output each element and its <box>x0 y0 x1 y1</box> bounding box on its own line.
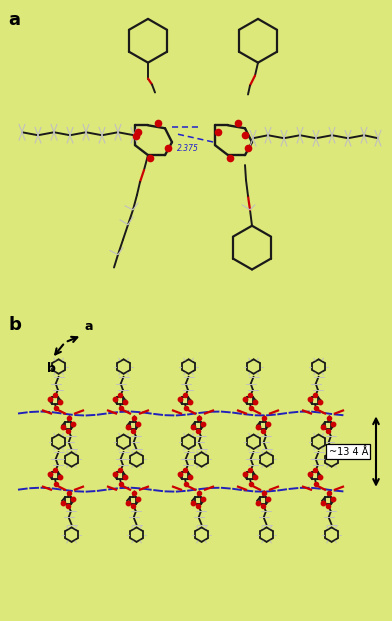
Text: b: b <box>47 363 56 375</box>
Text: 2.375: 2.375 <box>177 143 199 153</box>
Text: ~13 4 Å: ~13 4 Å <box>328 446 368 456</box>
Text: a: a <box>8 11 20 29</box>
Text: a: a <box>85 320 94 333</box>
Text: b: b <box>8 316 21 334</box>
